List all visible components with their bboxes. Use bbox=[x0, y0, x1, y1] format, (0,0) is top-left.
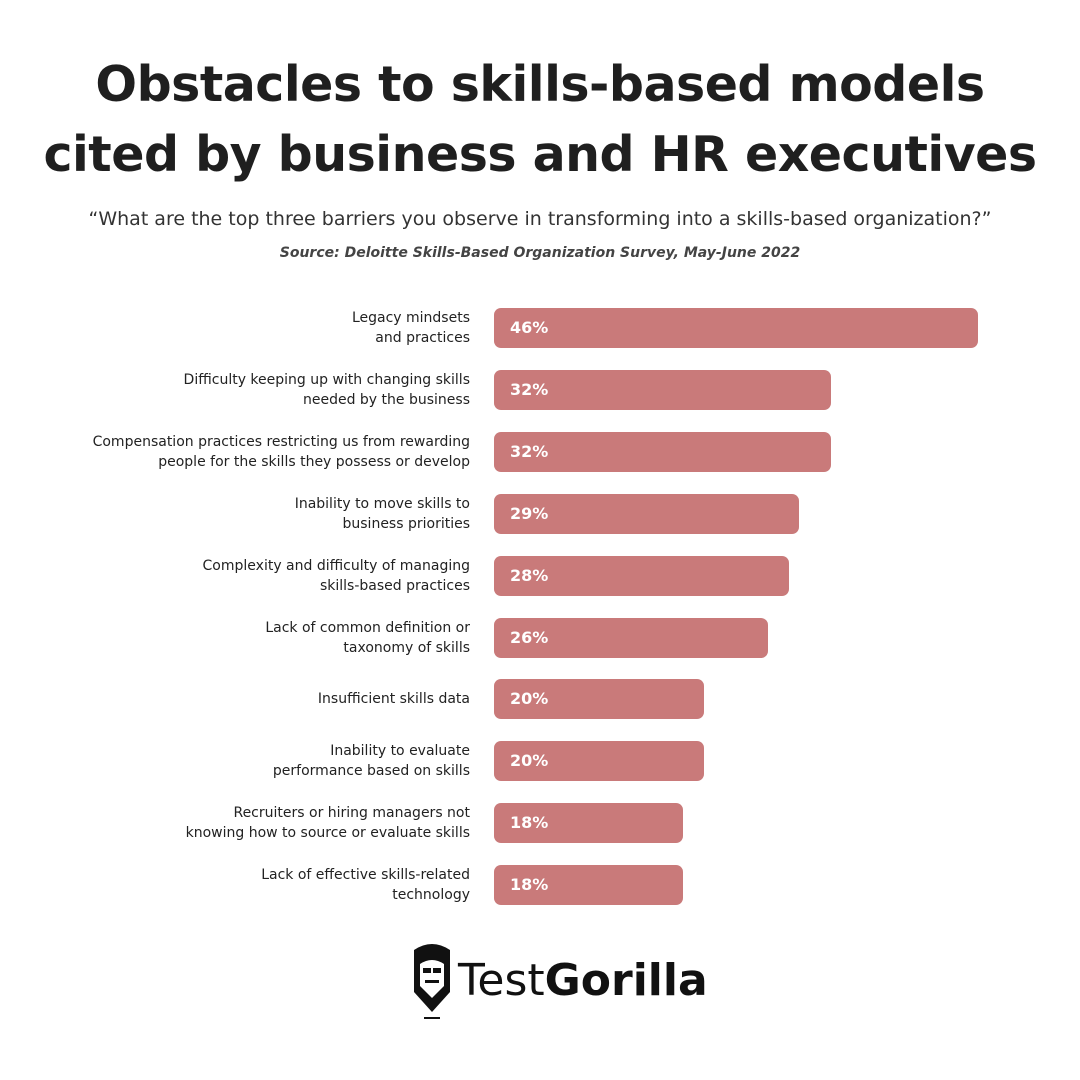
subtitle: “What are the top three barriers you obs… bbox=[88, 208, 992, 230]
category-label: Lack of effective skills-related technol… bbox=[261, 867, 470, 904]
value-label: 18% bbox=[510, 875, 549, 895]
value-label: 18% bbox=[510, 813, 549, 833]
logo-bold: Gorilla bbox=[544, 955, 708, 1006]
value-label: 32% bbox=[510, 441, 549, 461]
chart-title: Obstacles to skills-based models cited b… bbox=[43, 56, 1037, 183]
logo-icon bbox=[414, 944, 450, 1019]
category-label: Insufficient skills data bbox=[317, 691, 470, 708]
bar bbox=[494, 308, 978, 348]
value-label: 20% bbox=[510, 751, 549, 771]
category-label: Inability to move skills to business pri… bbox=[294, 495, 470, 532]
source: Source: Deloitte Skills-Based Organizati… bbox=[279, 245, 801, 261]
bar bbox=[494, 369, 831, 410]
value-label: 28% bbox=[510, 565, 549, 585]
bar bbox=[494, 865, 684, 906]
category-label: Complexity and difficulty of managing sk… bbox=[202, 557, 470, 594]
category-label: Legacy mindsets and practices bbox=[351, 310, 470, 346]
value-label: 46% bbox=[510, 318, 549, 337]
category-label: Inability to evaluate performance based … bbox=[272, 743, 470, 780]
value-label: 20% bbox=[510, 689, 549, 709]
value-label: 29% bbox=[510, 503, 549, 523]
bar bbox=[494, 803, 684, 844]
bar bbox=[494, 555, 789, 596]
bar bbox=[494, 741, 705, 782]
bar bbox=[494, 431, 831, 472]
category-label: Compensation practices restricting us fr… bbox=[92, 433, 470, 470]
category-label: Lack of common definition or taxonomy of… bbox=[265, 619, 470, 656]
logo-light: Test bbox=[458, 955, 545, 1006]
bar bbox=[494, 493, 800, 534]
logo-text: TestGorilla bbox=[458, 955, 708, 1006]
bar bbox=[494, 679, 705, 720]
bar bbox=[494, 617, 768, 658]
value-label: 26% bbox=[510, 627, 549, 647]
value-label: 32% bbox=[510, 379, 549, 399]
category-label: Recruiters or hiring managers not knowin… bbox=[185, 805, 470, 842]
category-label: Difficulty keeping up with changing skil… bbox=[183, 371, 470, 408]
